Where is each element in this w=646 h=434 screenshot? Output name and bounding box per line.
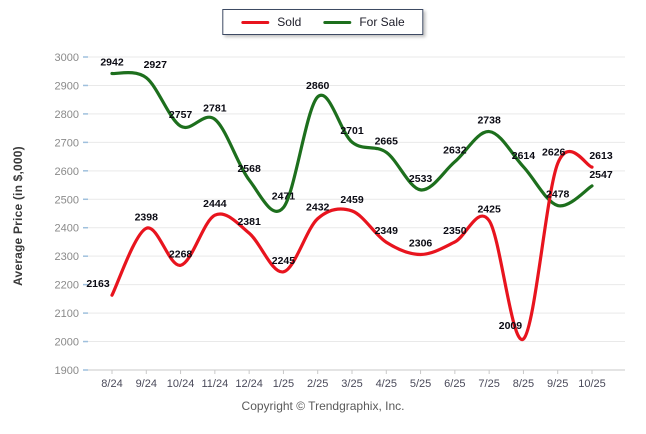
point-label: 2757 <box>169 109 193 121</box>
x-tick-label: 9/25 <box>547 378 568 390</box>
x-tick-label: 5/25 <box>410 378 431 390</box>
legend-label-for-sale: For Sale <box>359 15 405 29</box>
y-tick-label: 2400 <box>55 223 79 235</box>
x-tick-label: 12/24 <box>235 378 263 390</box>
x-tick-label: 10/25 <box>578 378 606 390</box>
point-label: 2942 <box>100 57 124 69</box>
point-label: 2245 <box>272 255 296 267</box>
point-label: 2471 <box>272 191 296 203</box>
x-tick-label: 8/25 <box>513 378 534 390</box>
point-label: 2459 <box>340 194 364 206</box>
y-tick-label: 3000 <box>55 52 79 64</box>
point-label: 2349 <box>375 225 399 237</box>
x-tick-label: 11/24 <box>201 378 228 390</box>
x-tick-label: 4/25 <box>376 378 397 390</box>
point-label: 2860 <box>306 80 330 92</box>
point-label: 2268 <box>169 248 193 260</box>
y-axis-title: Average Price (in $,000) <box>11 146 25 286</box>
point-label: 2478 <box>546 189 570 201</box>
point-label: 2398 <box>135 211 159 223</box>
point-label: 2381 <box>237 216 261 228</box>
point-label: 2568 <box>237 163 261 175</box>
y-tick-label: 2200 <box>55 280 79 292</box>
point-label: 2614 <box>512 150 536 162</box>
point-label: 2665 <box>375 135 399 147</box>
y-tick-label: 2900 <box>55 80 79 92</box>
x-tick-label: 2/25 <box>307 378 328 390</box>
y-tick-label: 1900 <box>55 365 79 377</box>
point-label: 2927 <box>144 59 168 71</box>
y-tick-label: 2000 <box>55 337 79 349</box>
sold-line <box>110 149 594 341</box>
y-tick-label: 2100 <box>55 308 79 320</box>
point-label: 2701 <box>340 125 364 137</box>
x-tick-label: 1/25 <box>273 378 294 390</box>
point-label: 2350 <box>443 225 467 237</box>
x-tick-label: 8/24 <box>101 378 122 390</box>
point-label: 2547 <box>589 169 613 181</box>
for-sale-line-swatch <box>323 20 352 24</box>
x-tick-label: 10/24 <box>167 378 195 390</box>
legend: Sold For Sale <box>222 9 424 35</box>
x-tick-label: 7/25 <box>478 378 499 390</box>
legend-item-for-sale: For Sale <box>323 15 405 29</box>
point-label: 2163 <box>86 278 110 290</box>
copyright-text: Copyright © Trendgraphix, Inc. <box>241 399 405 413</box>
point-label: 2626 <box>542 146 566 158</box>
point-label: 2738 <box>477 115 501 127</box>
for-sale-line <box>110 71 594 213</box>
y-tick-label: 2600 <box>55 166 79 178</box>
legend-label-sold: Sold <box>277 15 302 29</box>
point-label: 2432 <box>306 202 330 214</box>
point-label: 2632 <box>443 145 467 157</box>
sold-line-swatch <box>241 20 270 24</box>
x-tick-label: 9/24 <box>136 378 157 390</box>
y-tick-label: 2300 <box>55 251 79 263</box>
point-label: 2781 <box>203 102 227 114</box>
point-label: 2306 <box>409 237 433 249</box>
legend-item-sold: Sold <box>241 15 301 29</box>
point-label: 2444 <box>203 198 227 210</box>
point-label: 2009 <box>499 320 523 332</box>
y-tick-label: 2500 <box>55 194 79 206</box>
point-label: 2533 <box>409 173 433 185</box>
x-tick-label: 6/25 <box>444 378 465 390</box>
point-label: 2425 <box>477 204 501 216</box>
y-tick-label: 2800 <box>55 109 79 121</box>
point-label: 2613 <box>589 150 613 162</box>
x-tick-label: 3/25 <box>341 378 362 390</box>
y-tick-label: 2700 <box>55 137 79 149</box>
